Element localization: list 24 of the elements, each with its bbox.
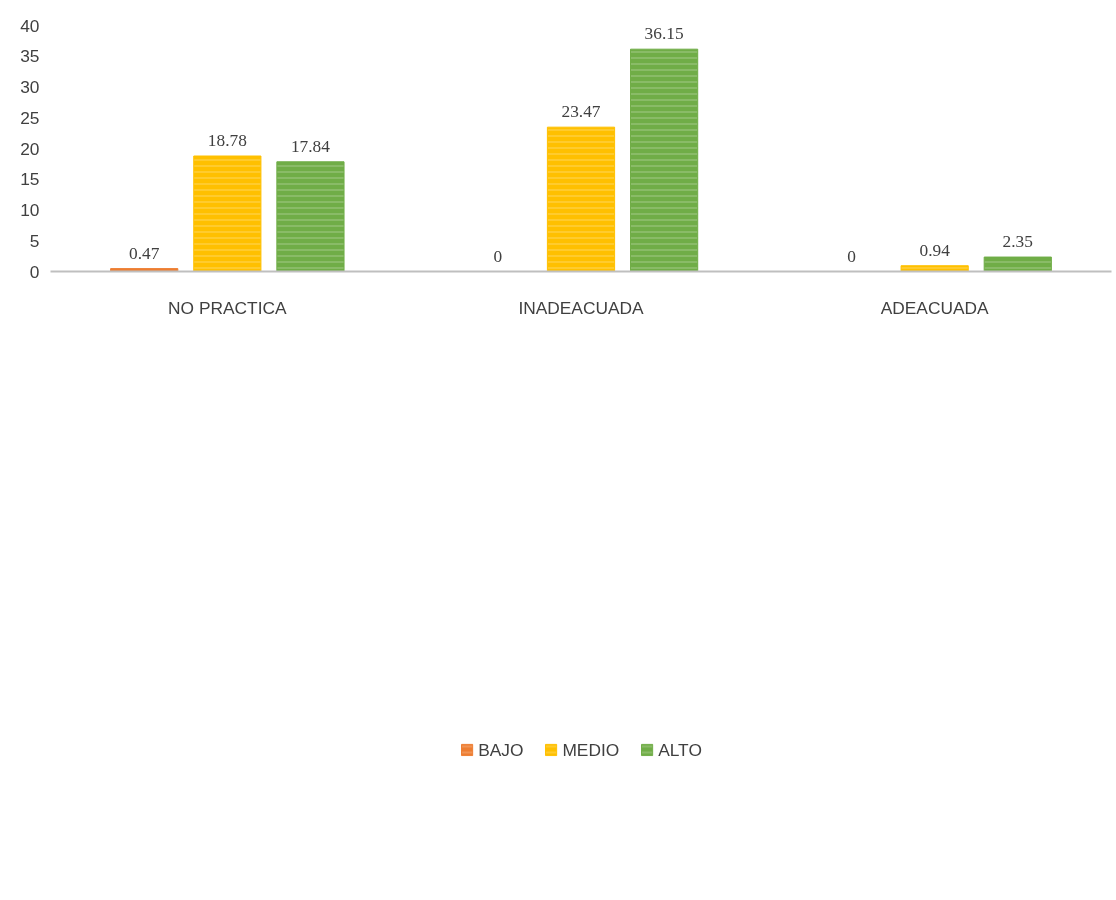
y-tick-label: 30 [20,77,40,97]
y-tick-label: 35 [20,46,40,67]
data-label: 36.15 [644,24,684,44]
data-label: 0.94 [919,240,951,260]
y-tick-label: 20 [20,138,40,159]
data-label: 0 [847,246,856,266]
x-tick-label: NO PRACTICA [168,297,287,318]
legend-label: ALTO [658,739,702,761]
data-label: 23.47 [561,102,601,122]
data-label: 0 [493,246,503,266]
data-label: 17.84 [290,136,331,156]
y-tick-label: 0 [29,261,40,282]
y-tick-label: 10 [20,200,40,220]
y-tick-label: 5 [29,230,40,251]
y-tick-label: 25 [20,107,40,128]
legend-label: MEDIO [562,739,620,761]
data-label: 18.78 [207,131,247,150]
x-tick-label: ADEACUADA [880,297,990,318]
y-tick-label: 15 [20,169,40,190]
data-label: 2.35 [1002,232,1033,252]
legend-label: BAJO [478,739,524,761]
x-tick-label: INADEACUADA [518,297,645,318]
y-tick-label: 40 [20,15,40,36]
data-label: 0.47 [129,243,160,263]
